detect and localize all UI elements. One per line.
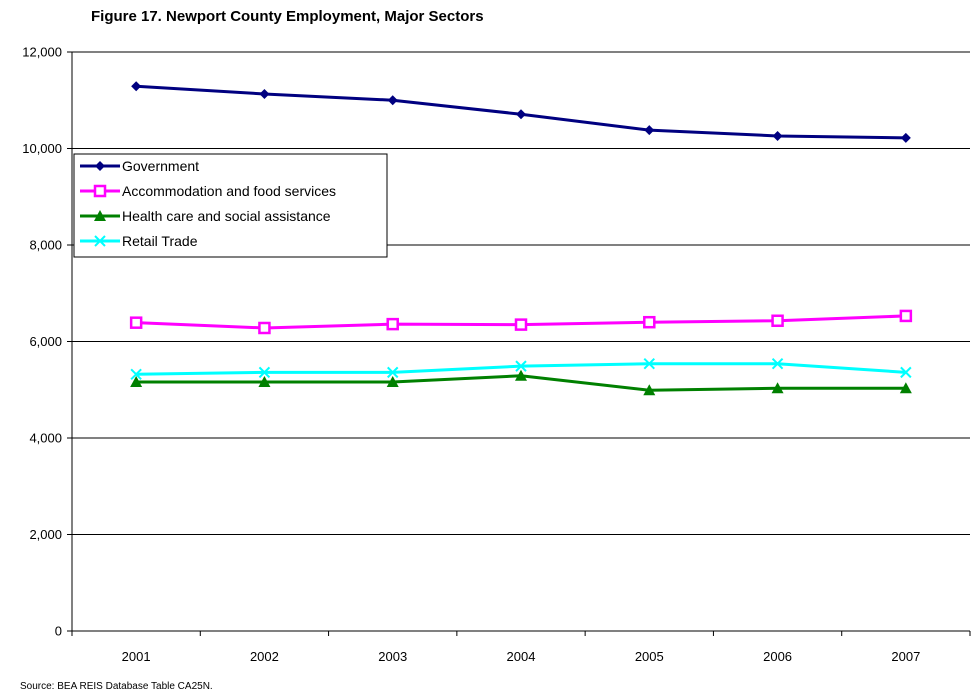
data-point-government: [772, 130, 783, 141]
x-axis-ticks: 2001 2002 2003 2004 2005 2006 2007: [71, 631, 971, 664]
x-tick-label: 2006: [763, 649, 792, 664]
data-point-retail-trade: [643, 357, 655, 370]
data-point-health-care-and-social-assistance: [386, 376, 399, 388]
data-point-health-care-and-social-assistance: [643, 384, 656, 396]
y-tick-label: 12,000: [22, 45, 62, 60]
data-point-retail-trade: [515, 360, 527, 372]
data-point-health-care-and-social-assistance: [258, 376, 271, 388]
x-tick-label: 2005: [635, 649, 664, 664]
x-tick-label: 2007: [891, 649, 920, 664]
x-tick-label: 2003: [378, 649, 407, 664]
y-tick-label: 10,000: [22, 141, 62, 156]
chart-title: Figure 17. Newport County Employment, Ma…: [91, 8, 484, 25]
legend-marker-health-care-and-social-assistance: [94, 210, 106, 221]
y-tick-label: 4,000: [29, 431, 62, 446]
data-point-retail-trade: [258, 366, 271, 379]
data-point-retail-trade: [130, 368, 142, 381]
legend: Government Accommodation and food service…: [73, 153, 388, 258]
data-point-government: [259, 88, 270, 99]
data-point-government: [516, 109, 526, 120]
source-note: Source: BEA REIS Database Table CA25N.: [20, 681, 213, 692]
legend-marker-accommodation-and-food-services: [93, 184, 107, 198]
data-point-accommodation-and-food-services: [129, 316, 143, 329]
data-point-retail-trade: [771, 357, 784, 370]
x-tick-label: 2004: [507, 649, 536, 664]
data-point-health-care-and-social-assistance: [130, 376, 143, 388]
data-point-health-care-and-social-assistance: [899, 382, 912, 394]
data-point-accommodation-and-food-services: [386, 317, 399, 331]
y-tick-label: 8,000: [29, 238, 62, 253]
legend-label-retail-trade: Retail Trade: [122, 233, 198, 249]
data-point-accommodation-and-food-services: [771, 314, 784, 328]
data-point-accommodation-and-food-services: [514, 318, 528, 331]
y-axis-ticks: 0 2,000 4,000 6,000 8,000 10,000 12,000: [22, 45, 72, 639]
series-group: [129, 81, 913, 396]
legend-label-government: Government: [122, 158, 199, 174]
gridlines: [72, 51, 970, 535]
y-tick-label: 2,000: [29, 527, 62, 542]
y-tick-label: 0: [55, 624, 62, 639]
legend-label-accommodation-and-food-services: Accommodation and food services: [122, 183, 336, 199]
data-point-government: [644, 125, 655, 136]
data-point-government: [387, 95, 398, 106]
legend-label-health-care-and-social-assistance: Health care and social assistance: [122, 208, 331, 224]
legend-box: [73, 153, 388, 258]
legend-marker-retail-trade: [94, 235, 106, 247]
legend-marker-government: [95, 161, 105, 171]
data-point-government: [131, 81, 142, 92]
data-point-government: [900, 132, 911, 143]
x-tick-label: 2002: [250, 649, 279, 664]
data-point-health-care-and-social-assistance: [771, 382, 784, 394]
x-tick-label: 2001: [122, 649, 151, 664]
data-point-accommodation-and-food-services: [258, 321, 271, 335]
y-tick-label: 6,000: [29, 334, 62, 349]
data-point-health-care-and-social-assistance: [515, 369, 527, 381]
data-point-accommodation-and-food-services: [899, 309, 913, 323]
data-point-accommodation-and-food-services: [643, 315, 656, 329]
data-point-retail-trade: [900, 366, 912, 379]
data-point-retail-trade: [387, 366, 399, 379]
